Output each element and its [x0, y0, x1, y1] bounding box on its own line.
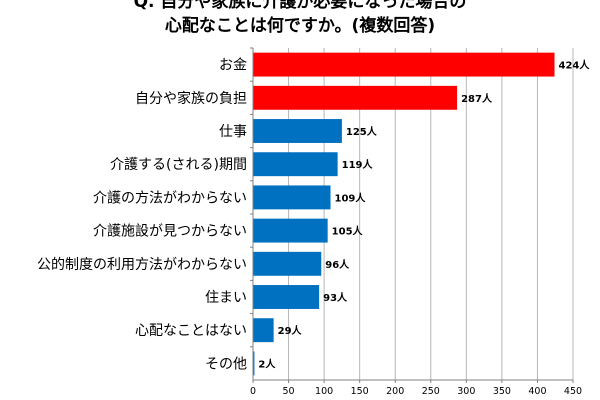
x-tick-label: 250 — [422, 386, 440, 397]
bar — [253, 85, 458, 110]
category-label: その他 — [205, 356, 247, 372]
category-label: 心配なことはない — [135, 323, 247, 339]
labels: 0 50 100 150 200 250 300 350 400 450 お金 424人自分や家族の負… — [37, 58, 590, 397]
category-label: 公的制度の利用方法がわからない — [37, 257, 247, 273]
chart-title: Q. 自分や家族に介護が必要になった場合の 心配なことは何ですか。(複数回答) — [0, 0, 600, 38]
data-label: 119人 — [342, 158, 374, 171]
x-tick-label: 100 — [315, 386, 333, 397]
x-tick-label: 150 — [351, 386, 369, 397]
data-label: 93人 — [323, 291, 348, 304]
category-label: お金 — [219, 58, 247, 74]
bar — [253, 251, 322, 276]
data-label: 125人 — [346, 125, 378, 138]
data-label: 2人 — [258, 357, 276, 370]
chart-title-line-2: 心配なことは何ですか。(複数回答) — [164, 16, 436, 36]
bar — [253, 218, 328, 243]
axes — [250, 47, 574, 383]
bar — [253, 52, 555, 77]
data-label: 29人 — [278, 324, 303, 337]
x-tick-label: 350 — [493, 386, 511, 397]
data-label: 105人 — [332, 225, 364, 238]
bar — [253, 351, 255, 376]
data-label: 109人 — [335, 191, 367, 204]
category-label: 自分や家族の負担 — [135, 90, 247, 107]
bar — [253, 285, 320, 309]
x-tick-label: 200 — [386, 386, 404, 397]
chart-title-line-1: Q. 自分や家族に介護が必要になった場合の — [133, 0, 467, 12]
data-label: 96人 — [325, 258, 350, 271]
bar — [253, 185, 331, 210]
x-tick-label: 0 — [250, 386, 256, 397]
category-label: 介護する(される)期間 — [110, 157, 247, 173]
data-label: 424人 — [559, 59, 591, 72]
category-label: 介護施設が見つからない — [93, 224, 247, 240]
category-label: 介護の方法がわからない — [93, 190, 247, 206]
category-label: 仕事 — [219, 124, 247, 140]
x-tick-label: 300 — [457, 386, 475, 397]
bars — [253, 52, 555, 376]
x-tick-label: 400 — [528, 386, 546, 397]
x-tick-label: 450 — [564, 386, 582, 397]
x-tick-label: 50 — [283, 386, 295, 397]
data-label: 287人 — [461, 92, 493, 105]
bar — [253, 152, 338, 177]
bar — [253, 119, 342, 143]
bar — [253, 318, 274, 343]
category-label: 住まい — [205, 290, 247, 306]
